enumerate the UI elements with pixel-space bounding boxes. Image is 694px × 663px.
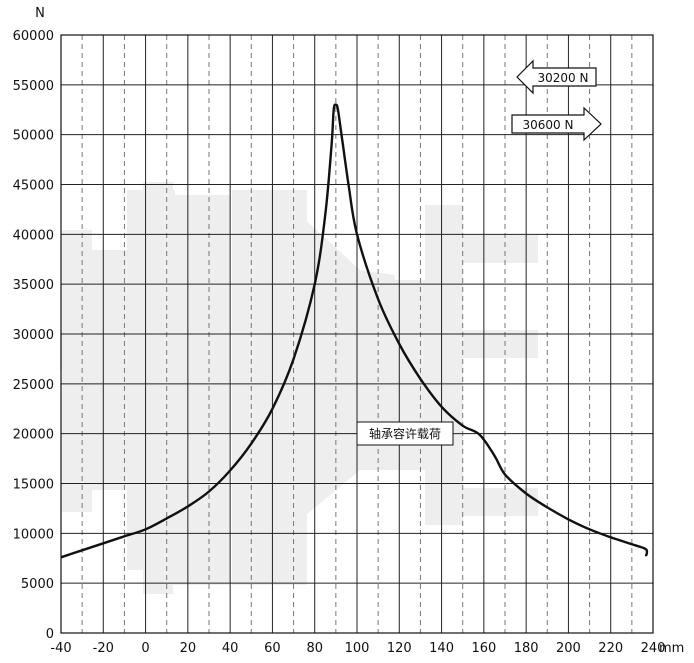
x-tick-label: 240 — [641, 641, 666, 656]
x-tick-label: 220 — [598, 641, 623, 656]
x-tick-label: 100 — [345, 641, 370, 656]
y-tick-label: 45000 — [13, 179, 54, 194]
x-tick-labels: -40 -20 0 20 40 60 80 100 120 140 160 180 200 220 240 — [50, 641, 665, 656]
x-tick-label: -40 — [50, 641, 71, 656]
x-tick-label: 60 — [264, 641, 281, 656]
y-tick-label: 25000 — [13, 378, 54, 393]
x-tick-label: 0 — [141, 641, 149, 656]
y-tick-label: 5000 — [21, 577, 54, 592]
x-tick-label: -20 — [93, 641, 114, 656]
curve-label: 轴承容许载荷 — [369, 426, 441, 441]
load-arrow-right-label: 30600 N — [523, 118, 574, 132]
x-tick-label: 160 — [471, 641, 496, 656]
x-tick-label: 120 — [387, 641, 412, 656]
plot-frame — [60, 34, 654, 634]
x-tick-label: 180 — [514, 641, 539, 656]
y-tick-label: 0 — [46, 627, 54, 642]
y-tick-label: 50000 — [13, 129, 54, 144]
y-tick-label: 60000 — [13, 29, 54, 44]
load-arrow-left: 30200 N — [516, 59, 597, 95]
y-tick-labels: 0 5000 10000 15000 20000 25000 30000 35000 40000… — [13, 29, 54, 642]
y-tick-label: 40000 — [13, 228, 54, 243]
hub-assembly-background-image — [60, 182, 538, 594]
y-axis-label: N — [35, 6, 45, 21]
load-arrow-left-label: 30200 N — [538, 71, 589, 85]
series-line-bearing-allowable-load — [60, 103, 649, 559]
load-arrow-right: 30600 N — [511, 106, 602, 142]
y-tick-label: 35000 — [13, 278, 54, 293]
axes — [60, 34, 654, 634]
y-tick-label: 15000 — [13, 478, 54, 493]
y-tick-label: 55000 — [13, 79, 54, 94]
x-tick-label: 200 — [556, 641, 581, 656]
x-tick-label: 40 — [222, 641, 239, 656]
y-tick-label: 10000 — [13, 527, 54, 542]
x-tick-label: 80 — [306, 641, 323, 656]
x-tick-label: 20 — [180, 641, 197, 656]
y-tick-label: 30000 — [13, 328, 54, 343]
curve-label-box: 轴承容许载荷 — [356, 421, 454, 446]
series-group — [60, 103, 649, 559]
x-axis-unit: mm — [659, 641, 684, 656]
y-tick-label: 20000 — [13, 428, 54, 443]
x-tick-label: 140 — [429, 641, 454, 656]
